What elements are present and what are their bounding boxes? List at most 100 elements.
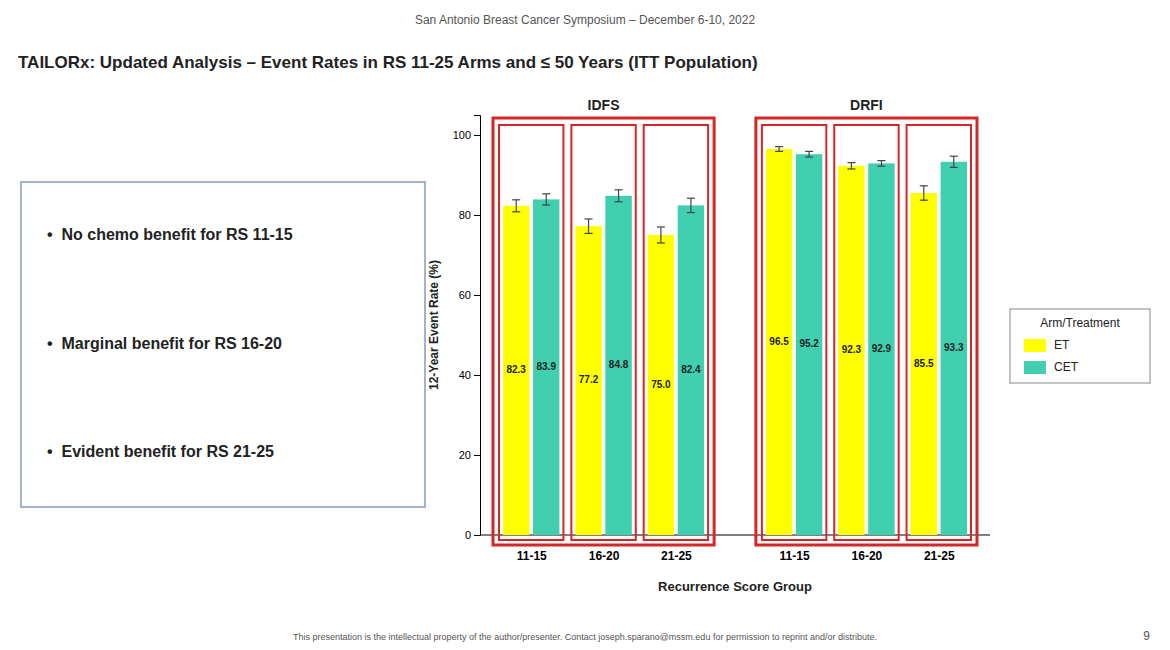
cluster-box xyxy=(644,125,708,540)
y-tick: 80 xyxy=(459,209,480,221)
bar xyxy=(796,154,822,535)
data-label: 75.0 xyxy=(651,379,671,390)
legend-swatch xyxy=(1024,361,1046,374)
error-bar xyxy=(775,147,783,152)
y-tick: 60 xyxy=(459,289,480,301)
group-label: DRFI xyxy=(850,97,883,113)
legend-title: Arm/Treatment xyxy=(1040,316,1120,330)
bar xyxy=(941,162,967,535)
error-bar-cap xyxy=(847,162,855,163)
error-bar xyxy=(920,186,928,200)
error-bar-cap xyxy=(805,151,813,152)
error-bar-stem xyxy=(660,227,661,243)
group-label: IDFS xyxy=(588,97,620,113)
y-tick-mark xyxy=(474,375,480,376)
x-axis: 11-1516-2021-2511-1516-2021-25 xyxy=(517,549,955,563)
bullet-point: • No chemo benefit for RS 11-15 xyxy=(47,226,293,243)
data-label: 77.2 xyxy=(579,374,599,385)
error-bar-cap xyxy=(687,212,695,213)
legend-frame xyxy=(1010,309,1150,383)
cluster-box xyxy=(499,125,563,540)
error-bar-cap xyxy=(615,201,623,202)
error-bar-cap xyxy=(542,193,550,194)
bar xyxy=(503,206,529,535)
x-tick: 11-15 xyxy=(780,549,810,563)
error-bar-cap xyxy=(920,200,928,201)
error-bar xyxy=(950,156,958,167)
highlight-boxes xyxy=(493,118,977,545)
y-tick-mark xyxy=(474,535,480,536)
error-bar-cap xyxy=(512,211,520,212)
data-label: 92.3 xyxy=(842,344,862,355)
data-label: 85.5 xyxy=(914,358,934,369)
data-label: 93.3 xyxy=(944,342,964,353)
error-bar-cap xyxy=(877,166,885,167)
x-tick: 11-15 xyxy=(517,549,547,563)
bar xyxy=(678,205,704,535)
data-label: 95.2 xyxy=(799,338,819,349)
bar xyxy=(766,149,792,535)
bar xyxy=(648,235,674,535)
error-bar-stem xyxy=(953,156,954,167)
subtitle: San Antonio Breast Cancer Symposium – De… xyxy=(415,13,756,27)
bullet-panel xyxy=(21,182,425,507)
error-bar-stem xyxy=(690,198,691,212)
error-bar-stem xyxy=(851,163,852,169)
y-tick: 40 xyxy=(459,369,480,381)
cluster-box xyxy=(762,125,826,540)
y-tick-label: 80 xyxy=(459,209,471,221)
x-axis-title: Recurrence Score Group xyxy=(658,579,812,594)
data-labels: 82.377.275.096.592.385.583.984.882.495.2… xyxy=(506,336,963,390)
title: TAILORx: Updated Analysis – Event Rates … xyxy=(18,53,758,72)
chart-svg: San Antonio Breast Cancer Symposium – De… xyxy=(0,0,1170,650)
cluster-box xyxy=(907,125,971,540)
x-tick-label: 11-15 xyxy=(517,549,547,563)
group-box xyxy=(756,118,977,545)
bar xyxy=(575,226,601,535)
error-bar xyxy=(847,163,855,169)
x-tick-label: 16-20 xyxy=(589,549,620,563)
error-bar-cap xyxy=(657,242,665,243)
error-bar-stem xyxy=(778,147,779,152)
bar xyxy=(533,199,559,535)
series-cet xyxy=(533,151,967,535)
error-bar-stem xyxy=(588,219,589,233)
error-bar-cap xyxy=(775,151,783,152)
y-axis-title: 12-Year Event Rate (%) xyxy=(427,260,441,390)
bullet-point: • Evident benefit for RS 21-25 xyxy=(47,443,274,460)
data-label: 96.5 xyxy=(769,336,789,347)
bar xyxy=(911,193,937,535)
y-tick-mark xyxy=(474,295,480,296)
error-bar xyxy=(657,227,665,243)
error-bar xyxy=(877,161,885,167)
error-bar xyxy=(615,190,623,202)
x-tick: 16-20 xyxy=(589,549,620,563)
error-bar-stem xyxy=(516,200,517,212)
error-bar-cap xyxy=(657,226,665,227)
legend-swatch xyxy=(1024,339,1046,352)
y-tick: 20 xyxy=(459,449,480,461)
y-tick: 100 xyxy=(453,129,480,141)
page-number: 9 xyxy=(1143,629,1150,643)
y-axis-line xyxy=(474,116,481,536)
error-bar-cap xyxy=(950,156,958,157)
data-label: 82.3 xyxy=(506,364,526,375)
error-bar xyxy=(687,198,695,212)
series-et xyxy=(503,147,937,535)
y-tick-label: 20 xyxy=(459,449,471,461)
x-tick-label: 16-20 xyxy=(852,549,883,563)
legend: Arm/TreatmentETCET xyxy=(1010,309,1150,383)
bar xyxy=(838,166,864,535)
error-bar-cap xyxy=(775,146,783,147)
group-box xyxy=(493,118,714,545)
error-bar-cap xyxy=(805,156,813,157)
error-bar-stem xyxy=(618,190,619,202)
y-tick-mark xyxy=(474,135,480,136)
cluster-box xyxy=(571,125,635,540)
y-axis: 020406080100 xyxy=(453,116,481,542)
x-tick-label: 21-25 xyxy=(924,549,955,563)
error-bar xyxy=(542,194,550,205)
error-bar-cap xyxy=(585,233,593,234)
legend-entry: ET xyxy=(1054,338,1070,352)
cluster-box xyxy=(834,125,898,540)
